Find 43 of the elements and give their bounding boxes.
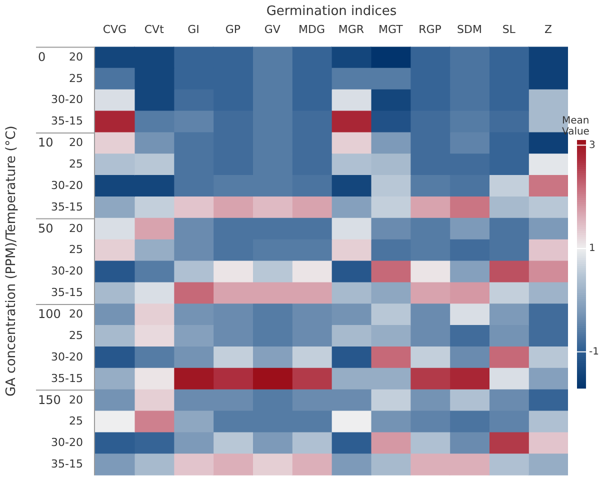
y-tick-label: 25 [69, 158, 83, 171]
y-axis-title: GA concentration (PPM)/Temperature (°C) [4, 126, 20, 397]
x-tick-label: CVt [144, 23, 165, 36]
y2-tick-label: 10 [38, 136, 54, 150]
x-tick-label: SL [502, 23, 516, 36]
y-tick-label: 30-20 [51, 178, 83, 192]
y-tick-label: 20 [69, 393, 83, 406]
y-tick-label: 20 [69, 50, 83, 64]
x-tick-label: GP [225, 23, 241, 36]
y-tick-label: 35-15 [51, 200, 83, 214]
y-tick-label: 20 [69, 308, 83, 321]
y-tick-label: 20 [69, 136, 83, 150]
x-tick-label: MDG [298, 23, 326, 36]
y-tick-label: 35-15 [51, 372, 83, 385]
y2-tick-label: 150 [38, 392, 61, 407]
y-tick-label: 35-15 [51, 458, 83, 471]
y-tick-label: 30-20 [51, 264, 83, 278]
x-axis-title: Germination indices [266, 4, 397, 20]
color-bar-label: 1 [589, 243, 596, 254]
y-tick-label: 20 [69, 222, 83, 235]
x-tick-label: GI [188, 23, 200, 36]
x-tick-label: MGT [378, 23, 404, 36]
y-tick-label: 30-20 [51, 350, 83, 364]
color-bar-title: Mean Value [562, 116, 590, 138]
y-tick-label: 30-20 [51, 93, 83, 106]
x-tick-label: CVG [102, 23, 127, 36]
x-tick-label: RGP [418, 23, 442, 36]
y2-tick-label: 0 [38, 50, 46, 64]
color-bar-label: 3 [589, 140, 596, 151]
y-tick-label: 30-20 [51, 436, 83, 450]
x-tick-label: GV [264, 23, 281, 36]
color-bar-label: -1 [589, 346, 599, 358]
y-tick-label: 35-15 [51, 286, 83, 300]
y2-tick-label: 50 [38, 221, 54, 236]
y-tick-label: 25 [69, 328, 83, 342]
y-tick-label: 25 [69, 243, 83, 256]
x-tick-label: Z [544, 23, 553, 36]
x-tick-label: SDM [456, 23, 482, 36]
y2-tick-label: 100 [38, 307, 61, 322]
x-tick-label: MGR [338, 23, 364, 36]
y-tick-label: 35-15 [51, 114, 83, 128]
y-tick-label: 25 [69, 414, 83, 428]
y-tick-label: 25 [69, 72, 83, 85]
